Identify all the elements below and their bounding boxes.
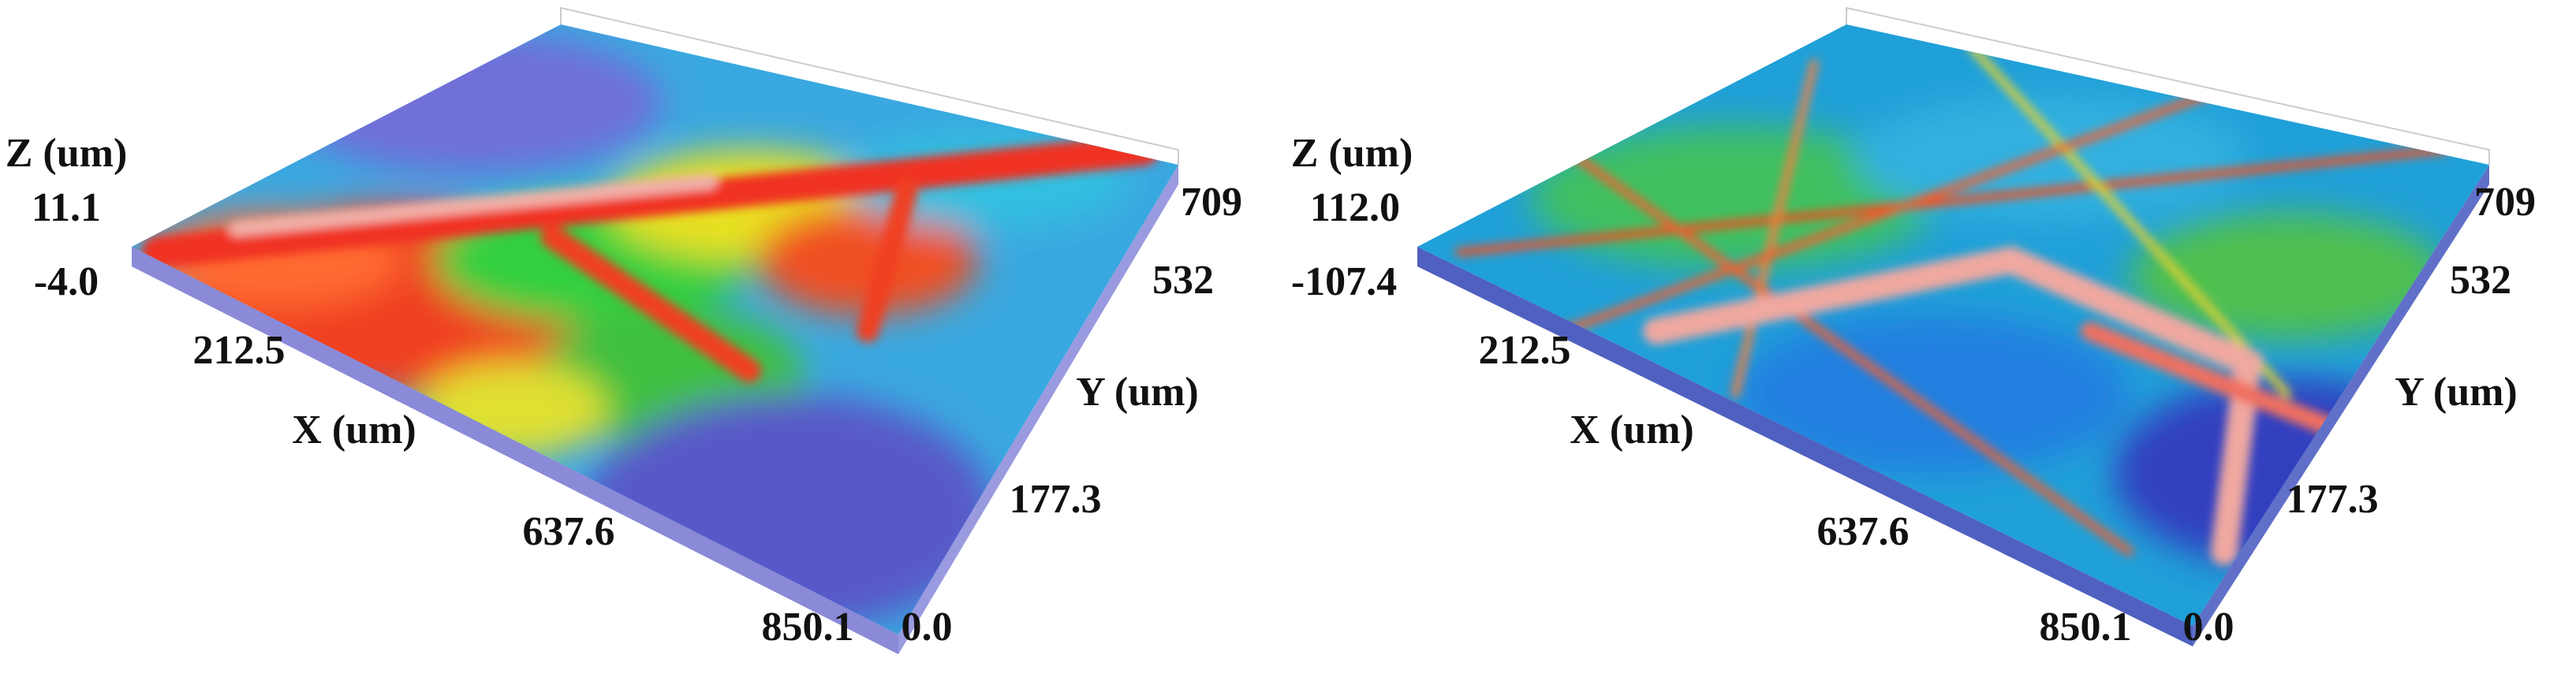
z-label: Z (um)	[1291, 131, 1413, 176]
y-tick: 532	[2450, 258, 2511, 303]
origin: 0.0	[902, 605, 953, 650]
y-max: 709	[2474, 180, 2536, 225]
x-max: 850.1	[2040, 605, 2132, 650]
y-label: Y (um)	[1076, 370, 1199, 415]
y-tick: 177.3	[2287, 477, 2379, 522]
y-tick: 532	[1152, 258, 1214, 303]
z-label: Z (um)	[6, 131, 128, 176]
x-tick: 637.6	[523, 509, 615, 554]
z-max: 11.1	[32, 185, 101, 230]
y-tick: 177.3	[1010, 477, 1102, 522]
x-tick: 212.5	[193, 328, 286, 373]
z-min: -4.0	[34, 259, 99, 304]
x-label: X (um)	[1570, 408, 1693, 452]
x-tick: 637.6	[1817, 509, 1910, 554]
x-label: X (um)	[292, 408, 416, 452]
bounding-box	[560, 6, 2490, 165]
origin: 0.0	[2183, 605, 2234, 650]
z-max: 112.0	[1310, 185, 1400, 230]
x-max: 850.1	[762, 605, 854, 650]
x-tick: 212.5	[1479, 328, 1571, 373]
y-max: 709	[1181, 180, 1242, 225]
z-min: -107.4	[1291, 259, 1397, 304]
y-label: Y (um)	[2395, 370, 2518, 415]
